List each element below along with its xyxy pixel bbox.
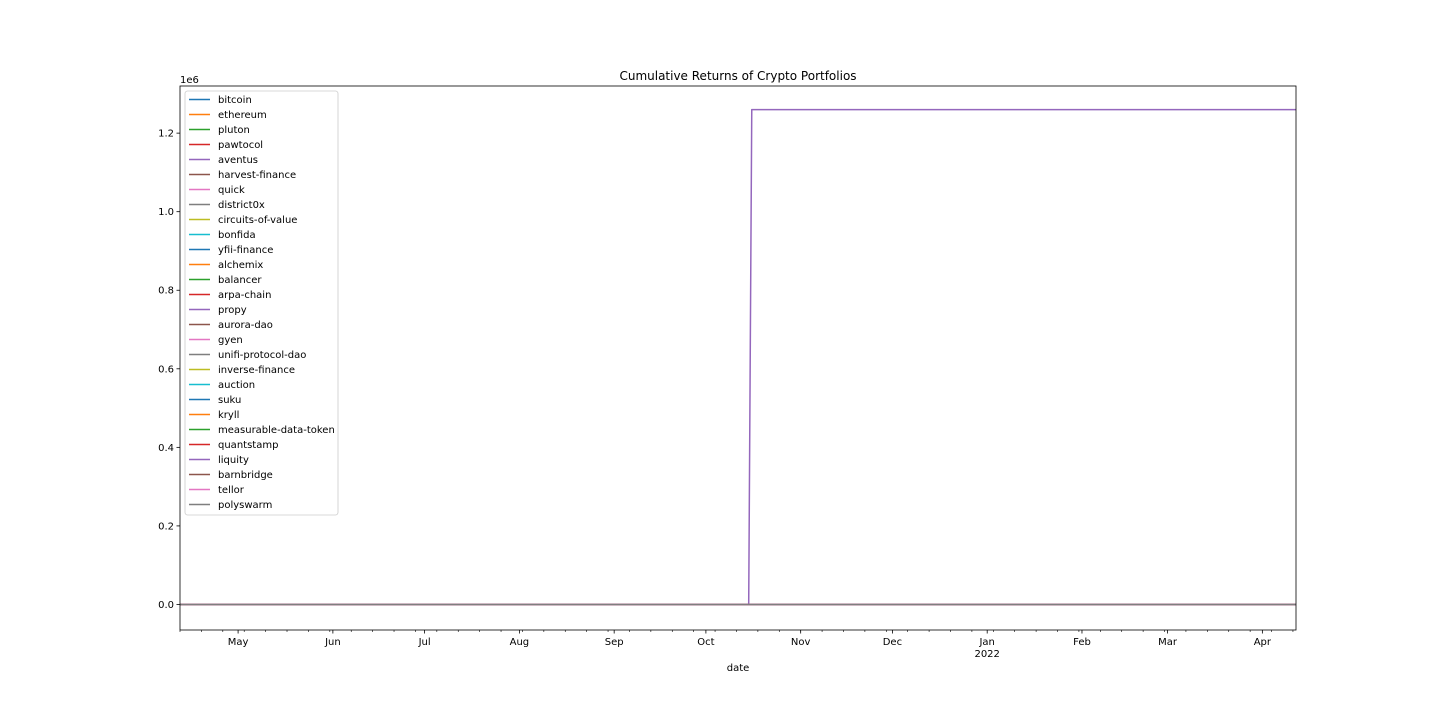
series-layer [180, 108, 1296, 606]
x-tick-label: Apr [1254, 637, 1272, 648]
chart-title: Cumulative Returns of Crypto Portfolios [619, 69, 856, 83]
x-axis-label: date [727, 663, 750, 674]
x-tick-label: Mar [1158, 637, 1178, 648]
x-tick-label: Jun [324, 637, 341, 648]
plot-area-frame [179, 85, 1297, 631]
legend-label-aventus: aventus [218, 155, 258, 166]
legend-label-pawtocol: pawtocol [218, 140, 263, 151]
x-tick-label: Oct [697, 637, 714, 648]
legend-label-measurable-data-token: measurable-data-token [218, 425, 335, 436]
y-tick-label: 0.6 [158, 364, 174, 375]
x-tick-label: Dec [883, 637, 902, 648]
legend-label-circuits-of-value: circuits-of-value [218, 215, 297, 226]
legend-label-quick: quick [218, 185, 245, 196]
legend-label-alchemix: alchemix [218, 260, 263, 271]
x-tick-label: Jan [978, 637, 994, 648]
legend-label-harvest-finance: harvest-finance [218, 170, 296, 181]
y-tick-label: 1.2 [158, 129, 174, 140]
x-tick-label: Jul [418, 637, 431, 648]
x-tick-label: Feb [1073, 637, 1091, 648]
x-tick-label: May [228, 637, 249, 648]
legend-label-bitcoin: bitcoin [218, 95, 252, 106]
legend-frame [184, 90, 339, 516]
legend-label-kryll: kryll [218, 410, 239, 421]
legend-label-propy: propy [218, 305, 247, 316]
legend-label-suku: suku [218, 395, 241, 406]
legend-label-bonfida: bonfida [218, 230, 256, 241]
legend-label-arpa-chain: arpa-chain [218, 290, 271, 301]
legend-label-polyswarm: polyswarm [218, 500, 272, 511]
legend-label-barnbridge: barnbridge [218, 470, 273, 481]
legend-label-yfii-finance: yfii-finance [218, 245, 273, 256]
legend-label-quantstamp: quantstamp [218, 440, 278, 451]
legend: bitcoin ethereum pluton pawtocol aventus harv… [184, 90, 339, 516]
y-tick-label: 0.8 [158, 286, 174, 297]
legend-label-district0x: district0x [218, 200, 265, 211]
legend-label-gyen: gyen [218, 335, 243, 346]
x-tick-label: Sep [605, 637, 624, 648]
legend-label-ethereum: ethereum [218, 110, 267, 121]
legend-label-liquity: liquity [218, 455, 249, 466]
legend-label-inverse-finance: inverse-finance [218, 365, 295, 376]
y-axis: 0.0 0.2 0.4 0.6 0.8 1.0 1.2 [158, 129, 180, 611]
legend-label-tellor: tellor [218, 485, 245, 496]
legend-label-balancer: balancer [218, 275, 262, 286]
x-tick-label: Aug [510, 637, 530, 648]
legend-label-unifi-protocol-dao: unifi-protocol-dao [218, 350, 306, 361]
y-tick-label: 0.2 [158, 521, 174, 532]
y-offset-label: 1e6 [180, 75, 199, 86]
y-tick-label: 1.0 [158, 207, 174, 218]
x-tick-sublabel: 2022 [974, 649, 999, 660]
x-tick-label: Nov [791, 637, 811, 648]
series-line-aventus [180, 108, 1296, 606]
legend-label-auction: auction [218, 380, 255, 391]
legend-label-pluton: pluton [218, 125, 250, 136]
y-tick-label: 0.0 [158, 600, 174, 611]
legend-label-aurora-dao: aurora-dao [218, 320, 273, 331]
y-tick-label: 0.4 [158, 443, 174, 454]
